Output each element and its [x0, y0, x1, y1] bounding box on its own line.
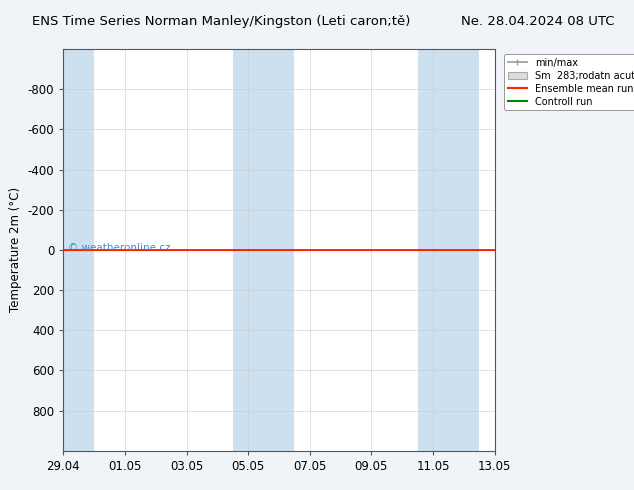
Legend: min/max, Sm  283;rodatn acute; odchylka, Ensemble mean run, Controll run: min/max, Sm 283;rodatn acute; odchylka, … [503, 54, 634, 110]
Y-axis label: Temperature 2m (°C): Temperature 2m (°C) [9, 187, 22, 313]
Text: ENS Time Series Norman Manley/Kingston (Leti caron;tě): ENS Time Series Norman Manley/Kingston (… [32, 15, 410, 28]
Bar [418, 49, 448, 451]
Bar [233, 49, 264, 451]
Text: Ne. 28.04.2024 08 UTC: Ne. 28.04.2024 08 UTC [462, 15, 615, 28]
Bar [448, 49, 479, 451]
Bar [63, 49, 94, 451]
Bar [264, 49, 294, 451]
Text: © weatheronline.cz: © weatheronline.cz [68, 243, 171, 253]
